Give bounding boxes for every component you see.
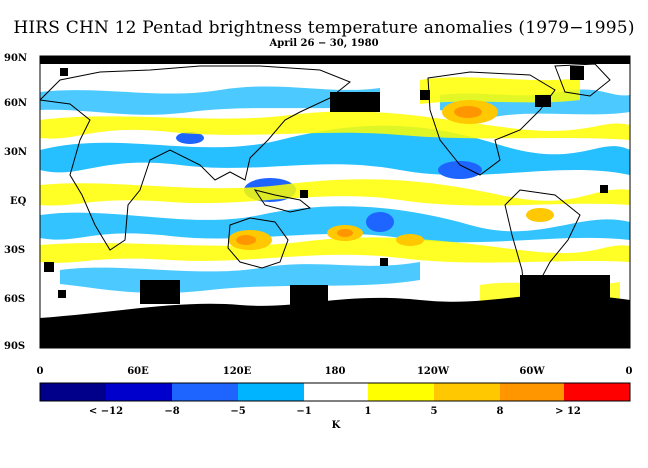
lat-label-30s: 30S bbox=[4, 245, 26, 256]
map-frame bbox=[39, 55, 631, 349]
colorbar-label-5: 1 bbox=[364, 406, 372, 417]
lat-label-90n: 90N bbox=[4, 53, 28, 64]
colorbar bbox=[39, 382, 631, 402]
colorbar-label-7: 8 bbox=[496, 406, 504, 417]
coastlines bbox=[40, 63, 611, 302]
colorbar-swatch-4 bbox=[238, 383, 304, 401]
colorbar-swatch-6 bbox=[368, 383, 434, 401]
lon-label-60e: 60E bbox=[127, 366, 149, 377]
colorbar-label-3: −5 bbox=[230, 406, 246, 417]
colorbar-swatch-2 bbox=[106, 383, 172, 401]
map-subtitle: April 26 − 30, 1980 bbox=[269, 38, 379, 49]
colorbar-unit: K bbox=[331, 420, 341, 431]
lon-label-120w: 120W bbox=[416, 366, 450, 377]
colorbar-label-2: −8 bbox=[164, 406, 180, 417]
colorbar-label-4: −1 bbox=[296, 406, 312, 417]
lon-label-0: 0 bbox=[36, 366, 44, 377]
anomaly-field bbox=[40, 56, 630, 348]
lat-label-30n: 30N bbox=[4, 147, 28, 158]
colorbar-swatch-9 bbox=[564, 383, 630, 401]
lon-label-180: 180 bbox=[324, 366, 346, 377]
colorbar-swatch-5 bbox=[304, 383, 368, 401]
colorbar-swatch-8 bbox=[500, 383, 564, 401]
colorbar-label-1: < −12 bbox=[88, 406, 124, 417]
map-title: HIRS CHN 12 Pentad brightness temperatur… bbox=[13, 18, 635, 38]
lat-label-90s: 90S bbox=[4, 341, 26, 352]
lat-label-60n: 60N bbox=[4, 98, 28, 109]
colorbar-swatch-7 bbox=[434, 383, 500, 401]
lon-label-60w: 60W bbox=[519, 366, 545, 377]
colorbar-label-6: 5 bbox=[430, 406, 438, 417]
colorbar-swatch-3 bbox=[172, 383, 238, 401]
lat-label-eq: EQ bbox=[10, 196, 27, 207]
lon-label-120e: 120E bbox=[222, 366, 252, 377]
lon-label-0-east: 0 bbox=[625, 366, 633, 377]
colorbar-swatch-1 bbox=[40, 383, 106, 401]
colorbar-label-8: > 12 bbox=[555, 406, 581, 417]
lat-label-60s: 60S bbox=[4, 294, 26, 305]
